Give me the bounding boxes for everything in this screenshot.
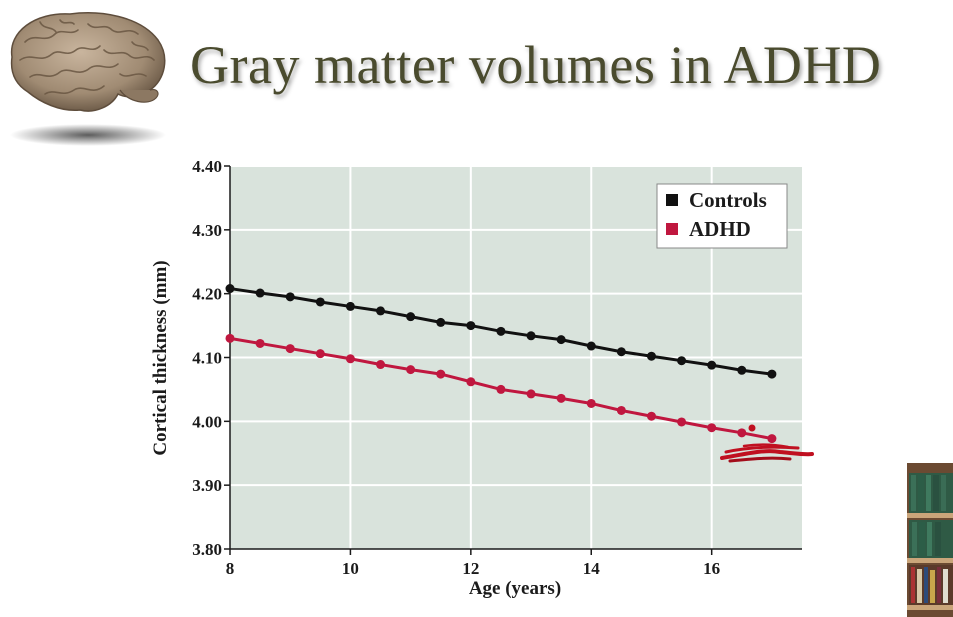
axes bbox=[224, 165, 802, 555]
legend-label-controls: Controls bbox=[689, 188, 767, 212]
legend-label-adhd: ADHD bbox=[689, 217, 751, 241]
data-point-adhd bbox=[496, 384, 506, 394]
data-point-controls bbox=[496, 326, 506, 336]
data-point-controls bbox=[436, 317, 446, 327]
data-point-adhd bbox=[646, 411, 656, 421]
x-tick-label: 14 bbox=[583, 559, 601, 578]
data-point-controls bbox=[526, 331, 536, 341]
data-point-adhd bbox=[677, 417, 687, 427]
y-tick-label: 4.00 bbox=[192, 412, 222, 431]
y-tick-labels: 3.80 3.90 4.00 4.10 4.20 4.30 4.40 bbox=[192, 157, 222, 559]
x-axis-title: Age (years) bbox=[469, 578, 561, 599]
data-point-controls bbox=[677, 356, 687, 366]
data-point-adhd bbox=[376, 360, 386, 370]
data-point-controls bbox=[225, 284, 235, 294]
data-point-adhd bbox=[255, 338, 265, 348]
y-tick-label: 4.30 bbox=[192, 221, 222, 240]
data-point-controls bbox=[767, 369, 777, 379]
legend-box bbox=[656, 183, 788, 249]
data-point-adhd bbox=[345, 354, 355, 364]
data-point-controls bbox=[345, 301, 355, 311]
y-tick-label: 4.40 bbox=[192, 157, 222, 176]
data-point-adhd bbox=[285, 344, 295, 354]
data-point-adhd bbox=[225, 333, 235, 343]
grid bbox=[230, 165, 802, 549]
data-point-adhd bbox=[436, 369, 446, 379]
data-point-controls bbox=[315, 297, 325, 307]
data-point-adhd bbox=[586, 398, 596, 408]
x-tick-label: 8 bbox=[226, 559, 235, 578]
data-point-adhd bbox=[767, 434, 777, 444]
data-point-adhd bbox=[315, 349, 325, 359]
data-point-controls bbox=[737, 365, 747, 375]
data-point-controls bbox=[707, 360, 717, 370]
y-tick-label: 3.90 bbox=[192, 476, 222, 495]
data-point-adhd bbox=[707, 423, 717, 433]
slide-title: Gray matter volumes in ADHD bbox=[190, 35, 882, 95]
data-point-controls bbox=[285, 292, 295, 302]
data-point-adhd bbox=[616, 405, 626, 415]
data-point-controls bbox=[556, 335, 566, 345]
y-tick-label: 4.10 bbox=[192, 349, 222, 368]
x-tick-labels: 8 10 12 14 16 bbox=[226, 559, 720, 578]
legend-swatch-controls bbox=[666, 194, 678, 206]
y-tick-label: 4.20 bbox=[192, 285, 222, 304]
data-point-controls bbox=[646, 351, 656, 361]
data-point-controls bbox=[616, 347, 626, 357]
data-point-controls bbox=[376, 306, 386, 316]
data-point-controls bbox=[586, 341, 596, 351]
data-point-adhd bbox=[737, 428, 747, 438]
bookshelf-icon bbox=[907, 463, 953, 617]
legend: Controls ADHD bbox=[656, 183, 788, 249]
data-point-controls bbox=[466, 321, 476, 331]
data-point-controls bbox=[406, 312, 416, 322]
data-point-adhd bbox=[466, 377, 476, 387]
y-tick-label: 3.80 bbox=[192, 540, 222, 559]
data-point-adhd bbox=[526, 389, 536, 399]
series-layer bbox=[225, 284, 777, 444]
data-point-adhd bbox=[406, 365, 416, 375]
data-point-controls bbox=[255, 288, 265, 298]
pen-annotation-mark bbox=[720, 424, 814, 463]
x-tick-label: 12 bbox=[462, 559, 479, 578]
y-axis-title: Cortical thickness (mm) bbox=[150, 260, 171, 455]
x-tick-label: 16 bbox=[703, 559, 720, 578]
legend-swatch-adhd bbox=[666, 223, 678, 235]
data-point-adhd bbox=[556, 393, 566, 403]
brain-icon bbox=[10, 12, 166, 146]
x-tick-label: 10 bbox=[342, 559, 359, 578]
